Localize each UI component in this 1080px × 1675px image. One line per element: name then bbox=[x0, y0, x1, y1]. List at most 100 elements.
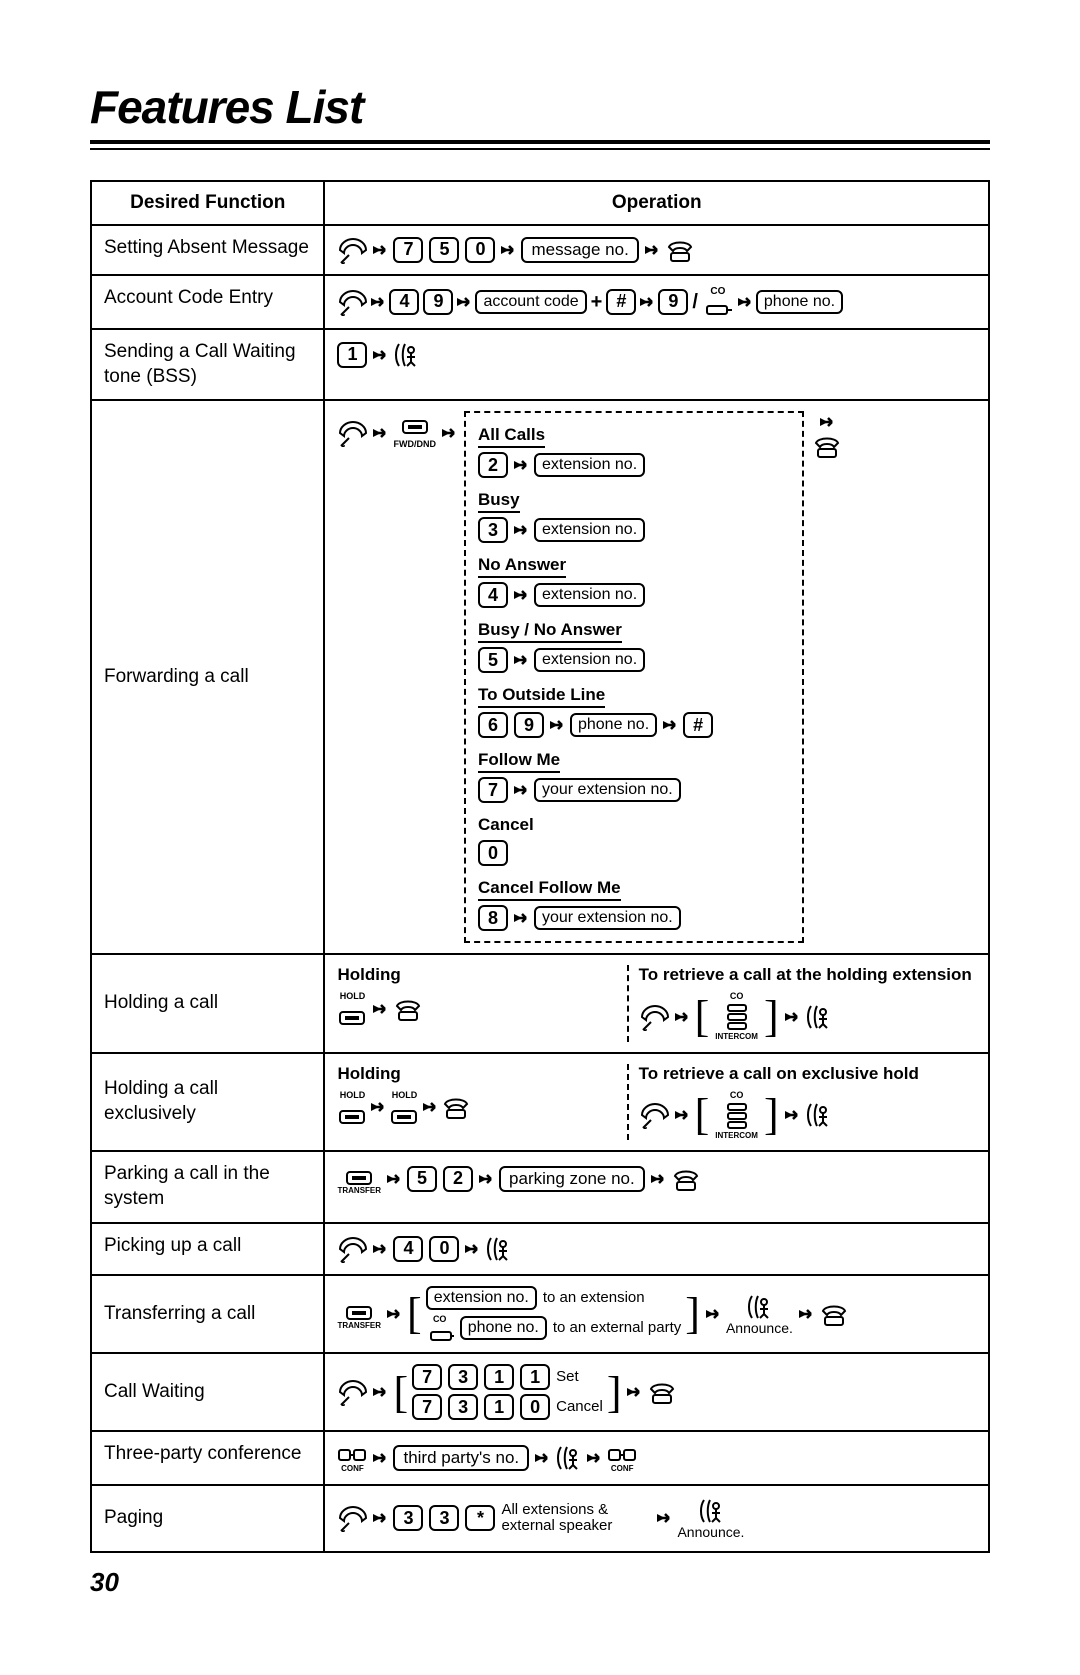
row-holding-excl: Holding a call exclusively Holding HOLD bbox=[91, 1053, 989, 1151]
fn-holding: Holding a call bbox=[104, 991, 311, 1016]
key-6: 6 bbox=[478, 712, 508, 738]
handset-on-icon bbox=[393, 996, 423, 1022]
row-parking: Parking a call in the system TRANSFER 5 … bbox=[91, 1151, 989, 1222]
arrow-icon bbox=[373, 1511, 387, 1525]
fn-holding-excl: Holding a call exclusively bbox=[104, 1077, 311, 1126]
retrieve-excl-head: To retrieve a call on exclusive hold bbox=[639, 1064, 976, 1084]
co-label: CO bbox=[730, 991, 744, 1002]
arrow-icon bbox=[373, 1385, 387, 1399]
opt-all: All Calls bbox=[478, 425, 545, 448]
key-3: 3 bbox=[393, 1505, 423, 1531]
header-function: Desired Function bbox=[91, 181, 324, 225]
fn-parking: Parking a call in the system bbox=[104, 1162, 311, 1211]
header-operation: Operation bbox=[324, 181, 989, 225]
title-underline bbox=[90, 140, 990, 150]
arrow-icon bbox=[373, 348, 387, 362]
chip-third-party: third party's no. bbox=[393, 1445, 529, 1471]
conf-icon bbox=[337, 1442, 367, 1464]
arrow-icon bbox=[651, 1172, 665, 1186]
bracket-left-icon: [ bbox=[695, 1097, 710, 1132]
opt-follow: Follow Me bbox=[478, 750, 560, 773]
arrow-icon bbox=[785, 1010, 799, 1024]
opt-cancelfollow: Cancel Follow Me bbox=[478, 878, 621, 901]
arrow-icon bbox=[514, 911, 528, 925]
forward-options: All Calls 2 extension no. Busy 3 extensi… bbox=[464, 411, 804, 943]
arrow-icon bbox=[457, 295, 471, 309]
row-pickup: Picking up a call 4 0 bbox=[91, 1223, 989, 1275]
talk-icon bbox=[485, 1234, 511, 1264]
handset-on-icon bbox=[647, 1379, 677, 1405]
hold-label: HOLD bbox=[340, 991, 366, 1002]
slash: / bbox=[692, 290, 698, 314]
talk-icon bbox=[746, 1292, 772, 1322]
opt-outside: To Outside Line bbox=[478, 685, 605, 708]
handset-off-icon bbox=[337, 1378, 367, 1406]
key-1: 1 bbox=[484, 1364, 514, 1390]
chip-phone-no: phone no. bbox=[570, 713, 657, 737]
row-absent: Setting Absent Message 7 5 0 message no. bbox=[91, 225, 989, 275]
handset-off-icon bbox=[337, 236, 367, 264]
fn-bss: Sending a Call Waiting tone (BSS) bbox=[104, 340, 311, 389]
key-7: 7 bbox=[412, 1394, 442, 1420]
transfer-label: TRANSFER bbox=[337, 1186, 381, 1196]
opt-cancel: Cancel bbox=[478, 815, 534, 836]
key-4: 4 bbox=[478, 582, 508, 608]
arrow-icon bbox=[423, 1100, 437, 1114]
handset-on-icon bbox=[441, 1094, 471, 1120]
arrow-icon bbox=[640, 295, 654, 309]
arrow-icon bbox=[373, 243, 387, 257]
opt-noans: No Answer bbox=[478, 555, 566, 578]
transfer-icon bbox=[344, 1297, 374, 1321]
chip-your-ext: your extension no. bbox=[534, 906, 681, 930]
arrow-icon bbox=[675, 1010, 689, 1024]
opt-busy: Busy bbox=[478, 490, 520, 513]
key-7: 7 bbox=[412, 1364, 442, 1390]
to-ext: to an extension bbox=[543, 1289, 645, 1307]
handset-off-icon bbox=[639, 1003, 669, 1031]
key-2: 2 bbox=[443, 1166, 473, 1192]
bracket-right-icon: ] bbox=[685, 1296, 700, 1331]
arrow-icon bbox=[587, 1451, 601, 1465]
key-5: 5 bbox=[407, 1166, 437, 1192]
holding-excl-head: Holding bbox=[337, 1064, 618, 1084]
chip-ext-no: extension no. bbox=[426, 1286, 537, 1310]
hold-label: HOLD bbox=[392, 1090, 418, 1101]
announce: Announce. bbox=[726, 1320, 793, 1337]
arrow-icon bbox=[387, 1172, 401, 1186]
to-ext-party: to an external party bbox=[553, 1319, 681, 1337]
handset-off-icon bbox=[337, 419, 367, 447]
key-hash: # bbox=[606, 289, 636, 315]
bracket-left-icon: [ bbox=[407, 1296, 422, 1331]
bracket-left-icon: [ bbox=[695, 999, 710, 1034]
key-2: 2 bbox=[478, 452, 508, 478]
co-icon bbox=[426, 1324, 454, 1342]
plus: + bbox=[591, 290, 603, 314]
handset-off-icon bbox=[639, 1101, 669, 1129]
co-label: CO bbox=[710, 286, 725, 298]
arrow-icon bbox=[627, 1385, 641, 1399]
arrow-icon bbox=[550, 718, 564, 732]
talk-icon bbox=[698, 1496, 724, 1526]
chip-account-code: account code bbox=[475, 290, 586, 314]
arrow-icon bbox=[799, 1307, 813, 1321]
arrow-icon bbox=[675, 1108, 689, 1122]
chip-parking-zone: parking zone no. bbox=[499, 1166, 645, 1192]
row-conference: Three-party conference CONF third party'… bbox=[91, 1431, 989, 1485]
fn-pickup: Picking up a call bbox=[104, 1234, 311, 1259]
arrow-icon bbox=[479, 1172, 493, 1186]
fn-callwaiting: Call Waiting bbox=[104, 1380, 311, 1405]
row-transferring: Transferring a call TRANSFER [ extension… bbox=[91, 1275, 989, 1354]
chip-message-no: message no. bbox=[521, 237, 638, 263]
conf-label: CONF bbox=[611, 1464, 634, 1474]
arrow-icon bbox=[657, 1511, 671, 1525]
holding-head: Holding bbox=[337, 965, 618, 985]
arrow-icon bbox=[501, 243, 515, 257]
intercom-label: INTERCOM bbox=[715, 1131, 758, 1141]
fn-paging: Paging bbox=[104, 1506, 311, 1531]
arrow-icon bbox=[514, 458, 528, 472]
bracket-right-icon: ] bbox=[764, 1097, 779, 1132]
page: Features List Desired Function Operation… bbox=[0, 0, 1080, 1638]
key-8: 8 bbox=[478, 905, 508, 931]
talk-icon bbox=[805, 1100, 831, 1130]
arrow-icon bbox=[371, 1100, 385, 1114]
